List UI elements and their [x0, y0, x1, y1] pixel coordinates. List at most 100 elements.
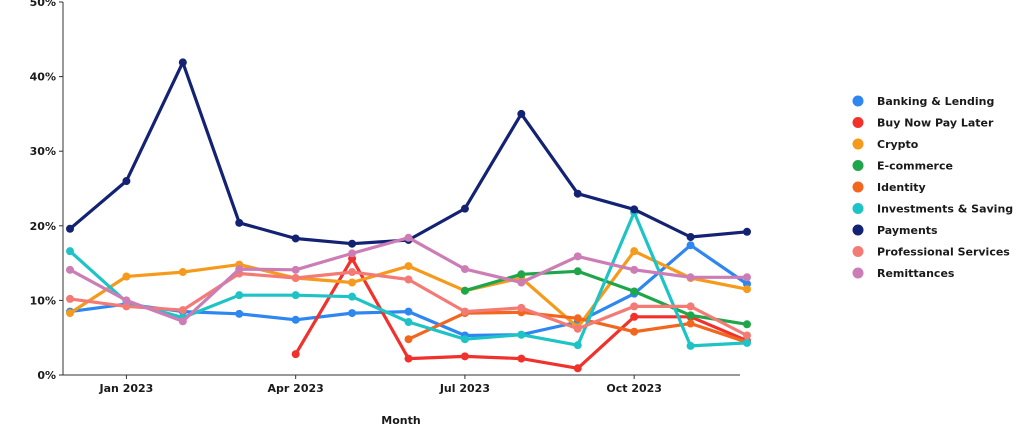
legend-label: Crypto — [877, 138, 919, 151]
series-line-payments — [68, 60, 749, 246]
data-point-banking-and-lending — [348, 309, 357, 318]
data-point-investments-and-saving — [235, 291, 244, 300]
data-point-e-commerce — [630, 287, 639, 296]
data-point-professional-services — [348, 268, 357, 277]
data-point-e-commerce — [743, 320, 751, 329]
legend-item-investments-and-saving: Investments & Saving — [852, 203, 1013, 216]
y-tick-label: 10% — [30, 294, 56, 307]
data-point-payments — [573, 189, 582, 198]
data-point-banking-and-lending — [235, 309, 244, 318]
legend-marker — [852, 160, 864, 171]
x-tick-label: Apr 2023 — [268, 382, 324, 395]
data-point-identity — [573, 314, 582, 323]
legend-marker — [852, 203, 864, 214]
legend-label: Investments & Saving — [877, 203, 1013, 216]
data-point-payments — [235, 218, 244, 227]
legend-item-professional-services: Professional Services — [852, 246, 1010, 259]
data-point-professional-services — [66, 294, 74, 303]
data-point-buy-now-pay-later — [460, 352, 469, 361]
legend-marker — [852, 95, 864, 107]
series-layer — [66, 58, 751, 373]
data-point-investments-and-saving — [460, 335, 469, 344]
data-point-remittances — [686, 273, 695, 282]
legend: Banking & Lending Buy Now Pay Later Crypto… — [852, 95, 1013, 280]
x-axis-title: Month — [381, 414, 420, 427]
data-point-remittances — [178, 317, 187, 326]
data-point-remittances — [404, 233, 413, 242]
data-point-buy-now-pay-later — [291, 350, 300, 359]
data-point-crypto — [348, 278, 357, 287]
data-point-remittances — [235, 265, 244, 274]
data-point-investments-and-saving — [686, 341, 695, 350]
x-tick-label: Jan 2023 — [99, 382, 154, 395]
data-point-investments-and-saving — [291, 291, 300, 300]
data-point-payments — [348, 239, 357, 248]
y-tick-label: 40% — [30, 71, 56, 84]
legend-item-crypto: Crypto — [852, 138, 919, 151]
y-tick-label: 30% — [30, 145, 56, 158]
data-point-investments-and-saving — [66, 247, 74, 256]
series-remittances — [66, 233, 751, 326]
legend-marker — [852, 181, 864, 193]
legend-marker — [852, 138, 864, 150]
y-tick-label: 50% — [30, 0, 56, 9]
data-point-e-commerce — [460, 286, 469, 295]
data-point-payments — [122, 177, 131, 186]
legend-item-e-commerce: E-commerce — [852, 160, 953, 173]
data-point-remittances — [348, 249, 357, 258]
legend-item-buy-now-pay-later: Buy Now Pay Later — [852, 117, 994, 130]
data-point-e-commerce — [573, 267, 582, 276]
axes: 0% 10% 20% 30% 40% 50% Jan 2023 Apr 2023 Jul 202… — [30, 0, 740, 395]
data-point-remittances — [743, 273, 751, 282]
data-point-professional-services — [573, 324, 582, 333]
data-point-identity — [686, 319, 695, 328]
legend-marker — [852, 267, 864, 279]
data-point-professional-services — [291, 274, 300, 283]
data-point-remittances — [66, 265, 74, 274]
data-point-professional-services — [517, 303, 526, 312]
data-point-buy-now-pay-later — [573, 364, 582, 373]
data-point-investments-and-saving — [517, 330, 526, 339]
data-point-e-commerce — [686, 311, 695, 320]
data-point-crypto — [404, 262, 413, 271]
data-point-buy-now-pay-later — [404, 354, 413, 363]
data-point-remittances — [460, 265, 469, 274]
data-point-professional-services — [630, 302, 639, 311]
data-point-remittances — [122, 296, 131, 305]
data-point-payments — [517, 109, 526, 118]
legend-item-payments: Payments — [852, 224, 938, 237]
data-point-professional-services — [460, 307, 469, 316]
data-point-crypto — [66, 309, 74, 318]
data-point-crypto — [743, 285, 751, 294]
data-point-investments-and-saving — [404, 318, 413, 327]
series-professional-services — [66, 268, 751, 340]
data-point-professional-services — [122, 302, 131, 311]
series-payments — [66, 58, 751, 248]
legend-item-banking-and-lending: Banking & Lending — [852, 95, 994, 108]
data-point-remittances — [573, 252, 582, 261]
data-point-banking-and-lending — [686, 241, 695, 250]
data-point-payments — [743, 227, 751, 236]
data-point-buy-now-pay-later — [517, 354, 526, 363]
data-point-payments — [460, 204, 469, 213]
data-point-e-commerce — [517, 270, 526, 279]
legend-item-identity: Identity — [852, 181, 926, 194]
legend-label: Payments — [877, 224, 938, 237]
data-point-identity — [630, 327, 639, 336]
legend-label: Identity — [877, 181, 926, 194]
data-point-crypto — [630, 247, 639, 256]
data-point-buy-now-pay-later — [630, 312, 639, 321]
y-tick-label: 0% — [37, 369, 56, 382]
data-point-professional-services — [404, 275, 413, 284]
data-point-payments — [686, 232, 695, 241]
data-point-investments-and-saving — [743, 338, 751, 347]
data-point-payments — [178, 58, 187, 67]
data-point-remittances — [291, 265, 300, 274]
data-point-professional-services — [743, 331, 751, 340]
data-point-remittances — [630, 265, 639, 274]
data-point-crypto — [178, 268, 187, 277]
data-point-investments-and-saving — [348, 292, 357, 301]
legend-label: Buy Now Pay Later — [877, 117, 994, 130]
